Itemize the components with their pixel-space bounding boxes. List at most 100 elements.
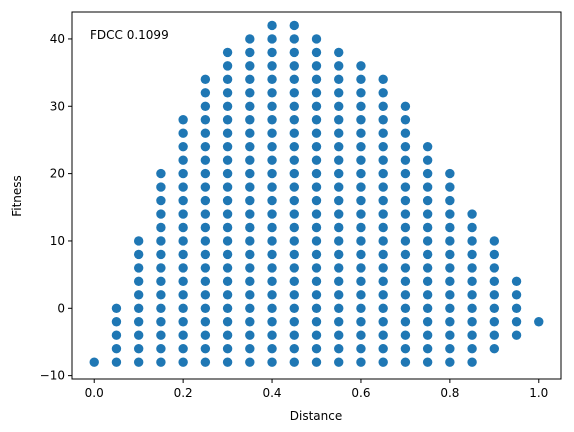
data-point xyxy=(334,182,344,192)
data-point xyxy=(222,222,233,233)
plot-frame xyxy=(71,11,562,380)
data-point xyxy=(467,317,477,327)
data-point xyxy=(334,88,344,98)
data-point xyxy=(311,290,322,300)
data-point xyxy=(200,195,211,206)
data-point xyxy=(445,303,455,313)
data-point xyxy=(267,236,277,246)
data-point xyxy=(156,263,166,273)
data-point xyxy=(311,88,322,98)
data-point xyxy=(311,141,322,152)
data-points xyxy=(89,20,544,367)
data-point xyxy=(334,330,344,340)
data-point xyxy=(467,344,477,354)
data-point xyxy=(422,249,433,260)
data-point xyxy=(400,115,411,125)
data-point xyxy=(400,263,411,273)
data-point xyxy=(422,168,433,179)
data-point xyxy=(289,101,299,111)
data-point xyxy=(356,141,366,152)
data-point xyxy=(378,141,388,152)
data-point xyxy=(267,141,277,152)
data-point xyxy=(334,249,344,260)
data-point xyxy=(356,168,366,179)
data-point xyxy=(334,61,344,71)
data-point xyxy=(467,249,477,260)
data-point xyxy=(445,195,455,206)
data-point xyxy=(156,236,166,246)
data-point xyxy=(445,209,455,219)
data-point xyxy=(422,182,433,192)
data-point xyxy=(311,317,322,327)
x-tick-label: 0.6 xyxy=(351,386,370,400)
data-point xyxy=(289,141,299,152)
data-point xyxy=(422,236,433,246)
data-point xyxy=(511,276,522,287)
data-point xyxy=(267,263,277,273)
data-point xyxy=(334,263,344,273)
data-point xyxy=(289,34,299,44)
data-point xyxy=(245,249,255,260)
data-point xyxy=(245,115,255,125)
y-axis-ticks: −10 0 10 20 30 40 xyxy=(40,32,72,383)
data-point xyxy=(156,182,166,192)
data-point xyxy=(178,115,188,125)
data-point xyxy=(200,357,211,367)
data-point xyxy=(378,276,388,287)
data-point xyxy=(267,249,277,260)
data-point xyxy=(378,209,388,219)
data-point xyxy=(467,222,477,233)
data-point xyxy=(267,276,277,287)
data-point xyxy=(133,263,144,273)
data-point xyxy=(178,195,188,206)
data-point xyxy=(400,276,411,287)
data-point xyxy=(378,195,388,206)
data-point xyxy=(222,263,233,273)
data-point xyxy=(356,155,366,165)
data-point xyxy=(245,74,255,85)
data-point xyxy=(156,303,166,313)
data-point xyxy=(445,330,455,340)
data-point xyxy=(334,47,344,58)
data-point xyxy=(133,249,144,260)
data-point xyxy=(356,222,366,233)
data-point xyxy=(178,344,188,354)
data-point xyxy=(289,182,299,192)
data-point xyxy=(422,290,433,300)
data-point xyxy=(289,290,299,300)
data-point xyxy=(200,317,211,327)
x-tick-label: 0.0 xyxy=(85,386,104,400)
data-point xyxy=(378,88,388,98)
data-point xyxy=(222,303,233,313)
data-point xyxy=(178,182,188,192)
data-point xyxy=(178,128,188,138)
data-point xyxy=(245,141,255,152)
data-point xyxy=(311,236,322,246)
data-point xyxy=(245,263,255,273)
data-point xyxy=(156,249,166,260)
data-point xyxy=(222,357,233,367)
data-point xyxy=(356,115,366,125)
data-point xyxy=(445,168,455,179)
data-point xyxy=(267,209,277,219)
data-point xyxy=(334,209,344,219)
data-point xyxy=(178,290,188,300)
data-point xyxy=(311,61,322,71)
data-point xyxy=(245,236,255,246)
data-point xyxy=(222,128,233,138)
data-point xyxy=(289,88,299,98)
x-tick-label: 0.2 xyxy=(174,386,193,400)
data-point xyxy=(334,276,344,287)
data-point xyxy=(267,88,277,98)
data-point xyxy=(378,263,388,273)
data-point xyxy=(178,330,188,340)
data-point xyxy=(311,128,322,138)
data-point xyxy=(200,115,211,125)
data-point xyxy=(222,344,233,354)
data-point xyxy=(311,222,322,233)
data-point xyxy=(511,290,522,300)
data-point xyxy=(378,330,388,340)
data-point xyxy=(289,344,299,354)
data-point xyxy=(467,263,477,273)
data-point xyxy=(245,47,255,58)
